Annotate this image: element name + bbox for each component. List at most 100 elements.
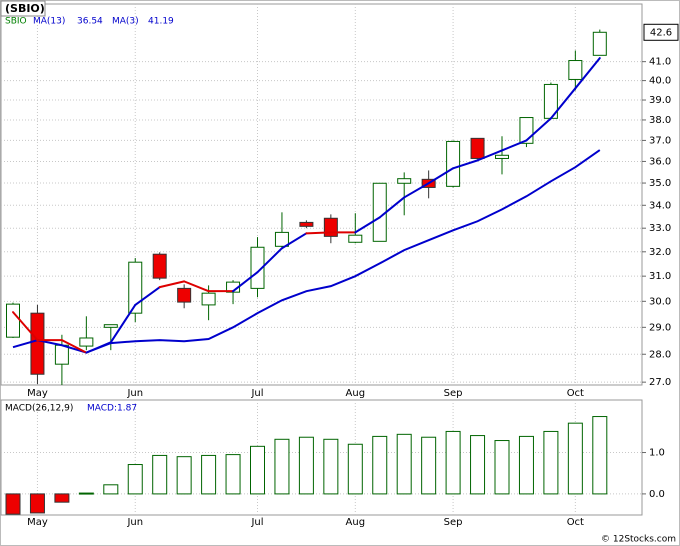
candle-body <box>299 221 314 227</box>
macd-bar <box>396 433 412 495</box>
x-tick-label: May <box>27 388 48 399</box>
ma-line-segment <box>109 303 137 344</box>
macd-bar <box>494 440 510 495</box>
candle-body <box>30 312 45 375</box>
macd-bar <box>176 456 192 495</box>
x-tick-label: Oct <box>567 517 584 528</box>
ma-line-segment <box>134 286 161 306</box>
candle-body <box>54 344 69 365</box>
macd-bar <box>152 454 168 495</box>
last-price-label: 42.6 <box>650 27 672 38</box>
macd-bar <box>445 430 461 495</box>
ma-line-segment <box>501 139 528 152</box>
ma-line-segment <box>256 247 283 274</box>
price-frame <box>0 3 643 386</box>
ma-line-segment <box>403 182 430 199</box>
ma-line-segment <box>354 216 381 234</box>
macd-bar <box>29 493 45 514</box>
x-tick-label: Oct <box>567 388 584 399</box>
x-tick-label: Aug <box>346 388 366 399</box>
macd-bar <box>274 438 290 495</box>
x-tick-label: Jun <box>126 388 143 399</box>
candle-body <box>201 292 216 306</box>
y-tick-label: 37.0 <box>649 135 671 146</box>
candle-body <box>446 140 461 187</box>
last-price-box <box>643 23 679 41</box>
y-tick-label: 41.0 <box>649 57 671 68</box>
macd-bar <box>201 454 217 495</box>
ma-line-segment <box>549 87 577 120</box>
candle-body <box>323 217 338 237</box>
macd-bar <box>543 430 559 495</box>
y-tick-label: 28.0 <box>649 349 671 360</box>
watermark: © 12Stocks.com <box>601 535 676 545</box>
y-tick-label: 31.0 <box>649 271 671 282</box>
title-box <box>0 0 46 17</box>
legend-entry: MA(13) <box>33 17 65 27</box>
x-tick-label: Jul <box>250 388 263 399</box>
candle-body <box>470 137 485 159</box>
ma-line-segment <box>427 167 455 185</box>
macd-bar <box>421 436 437 495</box>
ma-line-segment <box>476 149 503 162</box>
ma-line-segment <box>12 311 39 342</box>
chart-title: (SBIO) <box>5 2 45 15</box>
y-tick-label: 0.0 <box>649 489 665 500</box>
candle-body <box>348 234 363 243</box>
y-tick-label: 35.0 <box>649 178 671 189</box>
ma-line-segment <box>452 159 479 170</box>
y-tick-label: 38.0 <box>649 115 671 126</box>
legend-entry: MA(3) <box>112 17 139 27</box>
x-tick-label: Sep <box>444 517 463 528</box>
ma-line-segment <box>85 341 112 354</box>
x-tick-label: Jul <box>250 517 263 528</box>
macd-bar <box>347 443 363 495</box>
candle-body <box>103 324 118 328</box>
ma-line-segment <box>232 271 259 293</box>
macd-title: MACD(26,12,9) <box>5 404 73 414</box>
candle-body <box>128 261 143 314</box>
ma-line-segment <box>378 196 406 219</box>
macd-bar <box>470 435 486 495</box>
candle-body <box>177 287 192 303</box>
ma-line-segment <box>305 231 332 235</box>
candle-body <box>372 182 387 242</box>
macd-value-label: MACD:1.87 <box>87 404 137 414</box>
x-tick-label: Sep <box>444 388 463 399</box>
candle-body <box>274 231 289 247</box>
macd-bar <box>54 493 70 503</box>
candle-body <box>79 337 94 347</box>
macd-frame <box>0 399 643 516</box>
macd-bar <box>298 436 314 495</box>
y-tick-label: 34.0 <box>649 200 671 211</box>
plot-layer: 27.0 28.0 29.0 30.0 31.0 32.0 33.0 34.0 35.0 36.0… <box>1 4 679 528</box>
ma-line-segment <box>525 117 552 142</box>
ma-line-segment <box>60 339 88 354</box>
y-tick-label: 32.0 <box>649 247 671 258</box>
candle-body <box>250 246 265 289</box>
macd-bar <box>103 484 119 495</box>
y-tick-label: 40.0 <box>649 76 671 87</box>
macd-bar <box>567 422 583 495</box>
y-tick-label: 39.0 <box>649 95 671 106</box>
macd-bar <box>225 454 241 495</box>
candle-body <box>6 303 20 338</box>
macd-bar <box>323 438 339 495</box>
y-tick-label: 33.0 <box>649 223 671 234</box>
macd-bar <box>372 435 388 495</box>
y-tick-label: 27.0 <box>649 377 671 388</box>
legend-value: 36.54 <box>77 17 103 27</box>
macd-bar <box>127 464 143 495</box>
candle-body <box>592 31 607 56</box>
macd-bar <box>518 435 534 495</box>
candle-body <box>495 154 509 159</box>
candle-body <box>397 178 412 184</box>
macd-bar <box>5 493 21 515</box>
y-tick-label: 30.0 <box>649 296 671 307</box>
ma-line-segment <box>183 280 210 293</box>
x-tick-label: Aug <box>346 517 366 528</box>
y-tick-label: 29.0 <box>649 322 671 333</box>
macd-bar <box>250 445 265 495</box>
x-tick-label: May <box>27 517 48 528</box>
